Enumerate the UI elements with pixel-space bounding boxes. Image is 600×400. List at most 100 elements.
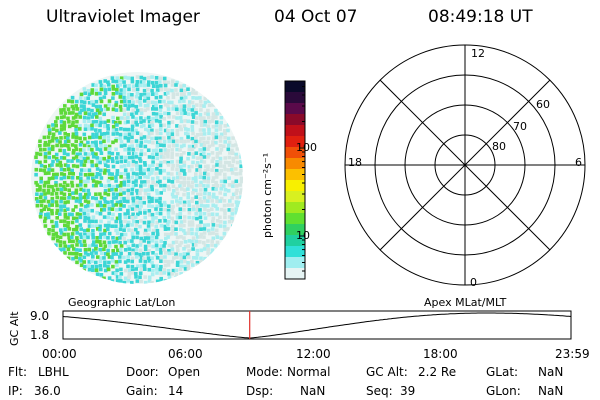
disc-pixel bbox=[86, 179, 90, 184]
disc-pixel bbox=[147, 100, 151, 105]
disc-pixel bbox=[122, 108, 126, 112]
disc-pixel bbox=[134, 275, 138, 279]
disc-pixel bbox=[50, 196, 55, 201]
disc-pixel bbox=[191, 140, 196, 144]
disc-pixel bbox=[210, 212, 215, 216]
disc-pixel bbox=[175, 187, 179, 191]
disc-pixel bbox=[146, 83, 151, 87]
disc-pixel bbox=[74, 128, 78, 132]
disc-pixel bbox=[187, 107, 191, 112]
disc-pixel bbox=[195, 248, 200, 253]
disc-pixel bbox=[159, 265, 163, 269]
disc-pixel bbox=[59, 196, 64, 200]
disc-pixel bbox=[123, 159, 128, 163]
disc-pixel bbox=[99, 144, 103, 148]
disc-pixel bbox=[111, 124, 116, 129]
status-seq-value: 39 bbox=[400, 384, 416, 398]
disc-pixel bbox=[194, 139, 198, 144]
disc-pixel bbox=[110, 76, 115, 80]
disc-pixel bbox=[231, 192, 236, 197]
disc-pixel bbox=[46, 207, 51, 212]
disc-pixel bbox=[158, 219, 162, 223]
disc-pixel bbox=[167, 219, 171, 224]
disc-pixel bbox=[206, 147, 210, 151]
disc-pixel bbox=[46, 124, 51, 129]
disc-pixel bbox=[235, 203, 240, 208]
disc-pixel bbox=[202, 183, 206, 188]
disc-pixel bbox=[126, 96, 130, 100]
disc-pixel bbox=[107, 103, 112, 107]
disc-pixel bbox=[79, 172, 83, 176]
disc-pixel bbox=[114, 175, 118, 179]
disc-pixel bbox=[95, 156, 100, 160]
disc-pixel bbox=[86, 89, 91, 93]
disc-pixel bbox=[75, 196, 79, 201]
disc-pixel bbox=[71, 239, 75, 244]
disc-pixel bbox=[222, 235, 227, 240]
disc-pixel bbox=[195, 263, 200, 267]
disc-pixel bbox=[147, 184, 152, 188]
disc-pixel bbox=[107, 260, 111, 265]
disc-pixel bbox=[54, 220, 59, 225]
disc-pixel bbox=[218, 135, 223, 139]
disc-pixel bbox=[147, 131, 152, 136]
disc-pixel bbox=[150, 152, 155, 157]
disc-pixel bbox=[163, 151, 168, 156]
disc-pixel bbox=[167, 179, 171, 183]
disc-pixel bbox=[35, 203, 40, 208]
disc-pixel bbox=[96, 227, 100, 231]
disc-pixel bbox=[115, 192, 120, 197]
disc-pixel bbox=[227, 183, 232, 187]
disc-pixel bbox=[106, 159, 110, 163]
disc-pixel bbox=[190, 180, 195, 185]
disc-pixel bbox=[111, 84, 115, 89]
disc-pixel bbox=[194, 256, 199, 260]
disc-pixel bbox=[188, 100, 192, 104]
disc-pixel bbox=[103, 168, 107, 173]
disc-pixel bbox=[230, 196, 234, 200]
disc-pixel bbox=[210, 168, 214, 172]
status-glon-value: NaN bbox=[538, 384, 564, 398]
disc-pixel bbox=[114, 137, 119, 141]
disc-pixel bbox=[130, 93, 134, 97]
disc-pixel bbox=[111, 252, 115, 256]
disc-pixel bbox=[55, 195, 59, 200]
disc-pixel bbox=[219, 207, 224, 212]
disc-pixel bbox=[174, 104, 179, 109]
disc-pixel bbox=[150, 120, 154, 125]
disc-pixel bbox=[207, 212, 211, 217]
disc-pixel bbox=[91, 179, 96, 183]
disc-pixel bbox=[164, 251, 168, 255]
disc-pixel bbox=[178, 207, 183, 211]
disc-pixel bbox=[70, 104, 75, 109]
disc-pixel bbox=[98, 192, 102, 196]
disc-pixel bbox=[187, 211, 192, 215]
disc-pixel bbox=[150, 184, 154, 189]
disc-pixel bbox=[110, 156, 114, 161]
disc-pixel bbox=[70, 143, 75, 147]
disc-pixel bbox=[214, 168, 219, 173]
polar-label-lat-70: 70 bbox=[513, 120, 527, 133]
disc-pixel bbox=[35, 192, 39, 196]
disc-pixel bbox=[115, 200, 120, 205]
disc-pixel bbox=[98, 172, 102, 177]
disc-pixel bbox=[119, 76, 124, 80]
disc-pixel bbox=[211, 156, 216, 161]
disc-pixel bbox=[200, 159, 204, 164]
disc-pixel bbox=[171, 220, 176, 224]
disc-pixel bbox=[70, 232, 75, 236]
disc-pixel bbox=[179, 220, 184, 224]
disc-pixel bbox=[139, 111, 144, 116]
disc-pixel bbox=[214, 187, 218, 192]
disc-pixel bbox=[158, 200, 162, 205]
disc-pixel bbox=[62, 240, 67, 245]
disc-pixel bbox=[67, 124, 72, 129]
disc-pixel bbox=[66, 232, 70, 237]
disc-pixel bbox=[174, 232, 178, 236]
disc-pixel bbox=[187, 152, 191, 156]
disc-pixel bbox=[91, 268, 95, 272]
disc-pixel bbox=[102, 208, 107, 212]
disc-pixel bbox=[126, 220, 131, 225]
disc-pixel bbox=[114, 103, 118, 107]
disc-pixel bbox=[151, 176, 155, 181]
